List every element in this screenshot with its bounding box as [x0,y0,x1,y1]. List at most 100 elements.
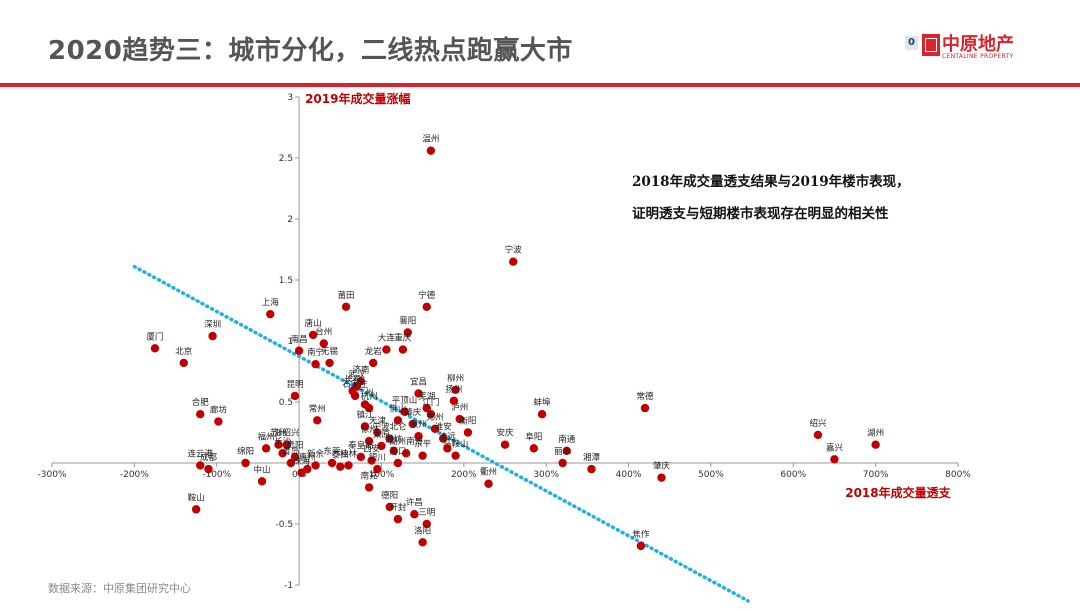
data-point [439,434,448,443]
point-label: 蚌埠 [534,397,552,408]
data-point [364,436,374,446]
centaline-logo: 0 中原地产 CENTALINE PROPERTY [905,32,1035,62]
data-point [422,403,431,413]
y-tick-label: 2 [287,215,293,225]
annotation-line-1: 2018年成交量透支结果与2019年楼市表现， [632,174,910,190]
data-point [401,449,411,458]
data-point [422,519,431,529]
y-tick-label: 1.5 [279,276,293,286]
data-point [414,431,423,441]
data-point [500,440,510,449]
data-point [449,396,459,405]
data-point [266,309,275,319]
data-point [196,410,205,419]
data-point [290,391,300,401]
point-label: 东平 [414,439,432,450]
y-axis-title: 2019年成交量涨幅 [305,91,410,106]
y-tick-label: 0.5 [279,398,293,408]
point-label: 衡阳 [459,416,476,427]
point-label: 苏州 [270,428,287,439]
x-tick-label: 300% [533,470,559,480]
data-points [150,146,880,551]
data-point [562,446,571,455]
data-point [414,389,423,398]
point-label: 宜昌 [410,376,427,387]
point-label: 银川 [369,452,386,463]
data-point [393,416,403,425]
point-label: 莆田 [338,290,355,301]
data-point [191,505,201,514]
point-label: 台州 [315,326,332,337]
data-point [410,510,419,519]
data-source: 数据来源：中原集团研究中心 [48,582,191,595]
data-point [344,461,353,470]
point-label: 柳州 [447,373,464,384]
data-point [356,452,366,462]
point-label: 常德 [637,391,655,402]
point-label: 绍兴 [809,418,827,429]
data-point [871,440,880,449]
x-tick-label: 200% [451,470,477,480]
point-label: 唐山 [305,318,322,329]
x-tick-label: 500% [698,470,724,480]
data-point [422,302,431,312]
point-label: 湖州 [867,429,884,439]
data-point [385,434,394,443]
point-label: 太原 [373,429,390,440]
data-point [657,473,666,482]
point-label: 连云港 [187,448,213,459]
point-label: 长春 [344,374,362,385]
data-point [261,444,271,453]
x-tick-label: 400% [616,470,642,480]
point-label: 德阳 [381,490,398,501]
point-label: 贵阳 [286,440,303,451]
data-point [377,441,386,451]
point-label: 成都 [200,452,218,463]
page-title: 2020趋势三：城市分化，二线热点跑赢大市 [48,36,573,66]
data-point [327,458,337,468]
point-label: 上海 [262,297,280,308]
data-point [311,359,320,369]
point-label: 南宁 [307,347,324,358]
y-tick-label: 3 [287,93,293,103]
trendline-path [132,264,750,603]
point-label: 徐州 [361,424,378,435]
data-point [325,358,334,368]
data-point [364,483,374,492]
point-label: 深圳 [204,319,221,330]
data-point [214,417,223,426]
data-point [640,403,650,413]
data-point [408,419,417,429]
data-point [274,440,283,449]
point-label: 福州 [258,431,275,442]
trendline [132,264,750,603]
point-label: 南充 [361,470,379,481]
point-label: 潍坊 [385,434,403,445]
data-point [369,358,378,368]
point-label: 郑州 [426,412,443,423]
point-label: 龙岩 [365,346,383,357]
data-point [558,458,567,468]
data-point [443,444,452,453]
data-point [400,407,409,416]
data-point [373,464,382,474]
point-label: 合肥 [192,397,210,408]
data-point [509,257,518,266]
point-label: 焦作 [632,529,650,540]
logo-name-cn: 中原地产 [942,34,1014,55]
point-label: 绵阳 [237,446,254,457]
point-label: 秦皇岛 [348,440,374,451]
point-label: 廊坊 [210,405,228,416]
point-label: 镇江 [356,409,374,420]
point-label: 南通 [558,434,576,445]
data-point [290,452,300,462]
data-point [350,391,360,401]
point-label: 浙绍兴 [274,428,300,439]
logo-mark-icon: 0 [905,36,918,50]
point-label: 长沙 [274,436,292,447]
x-tick-label: 100% [369,470,395,480]
data-point [636,541,646,551]
data-point [367,456,376,465]
point-label: 湖州南浔 [389,436,424,447]
